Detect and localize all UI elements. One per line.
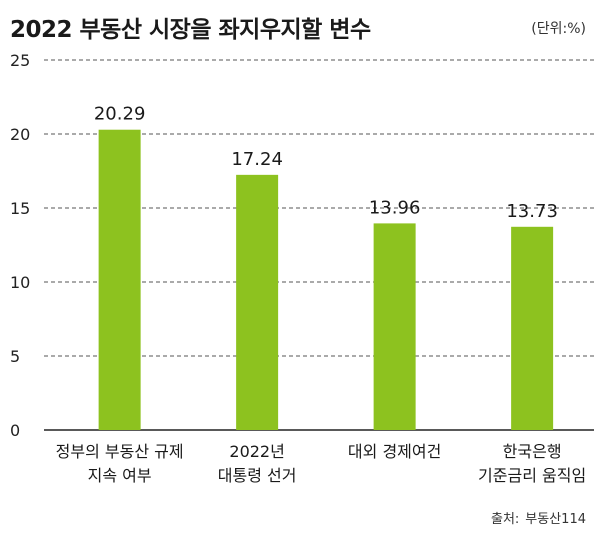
- bar: [511, 226, 554, 430]
- x-tick-label: 기준금리 움직임: [478, 466, 586, 485]
- y-tick-label: 0: [10, 421, 20, 440]
- data-label: 17.24: [231, 149, 283, 170]
- source-value: 부동산114: [525, 512, 586, 527]
- x-tick-label: 정부의 부동산 규제: [56, 442, 184, 461]
- unit-label: (단위:%): [531, 21, 586, 37]
- chart-title: 2022 부동산 시장을 좌지우지할 변수: [10, 17, 371, 43]
- source-label: 출처:: [490, 512, 520, 527]
- x-tick-label: 한국은행: [503, 442, 562, 461]
- y-tick-label: 20: [10, 125, 30, 144]
- y-tick-label: 10: [10, 273, 30, 292]
- x-tick-label: 대통령 선거: [218, 466, 297, 485]
- y-tick-label: 15: [10, 199, 30, 218]
- data-label: 20.29: [94, 104, 146, 125]
- source-note: 출처: 부동산114: [491, 508, 586, 527]
- x-tick-label: 지속 여부: [88, 466, 152, 485]
- bar: [98, 129, 141, 430]
- x-tick-label: 2022년: [229, 442, 284, 461]
- data-label: 13.73: [506, 201, 558, 222]
- bar: [373, 223, 416, 430]
- y-tick-label: 5: [10, 347, 20, 366]
- y-tick-label: 25: [10, 51, 30, 70]
- data-label: 13.96: [369, 197, 421, 218]
- x-tick-label: 대외 경제여건: [348, 442, 441, 461]
- bar: [236, 174, 279, 430]
